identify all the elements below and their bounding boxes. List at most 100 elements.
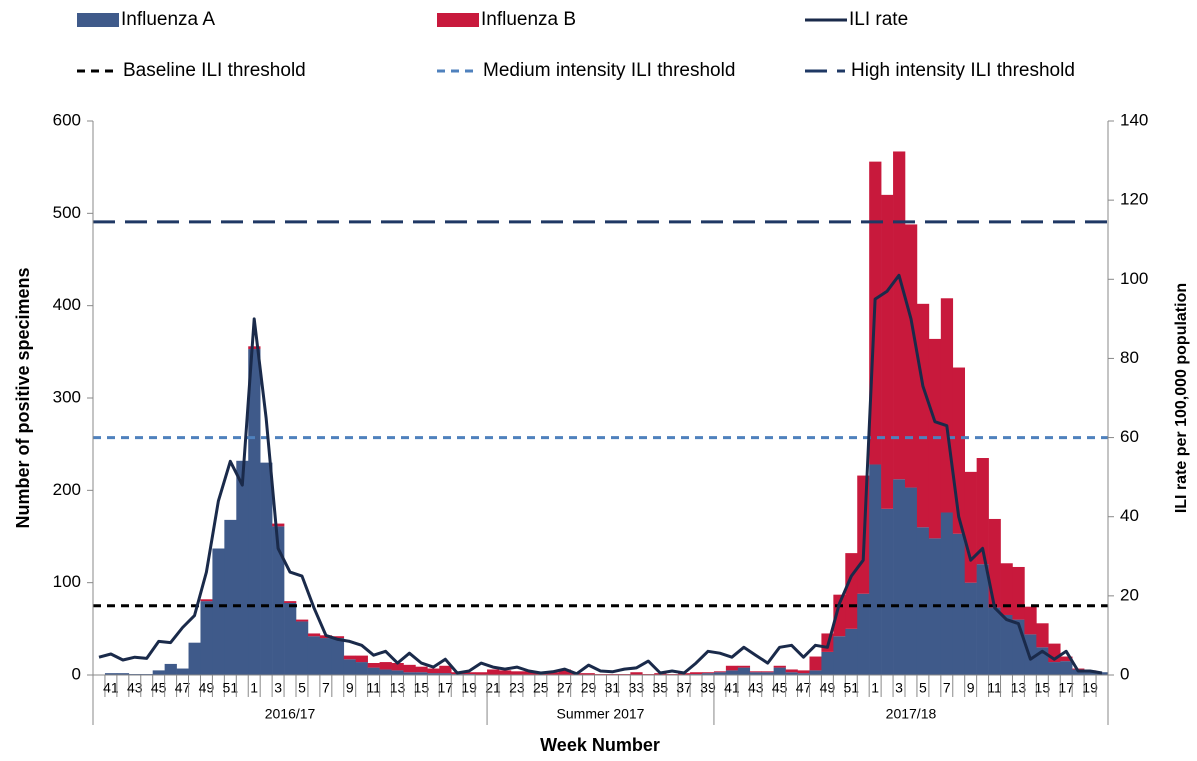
bar [391, 670, 404, 675]
bar [1036, 623, 1049, 648]
x-tick-label: 45 [151, 680, 167, 696]
x-tick-label: 49 [199, 680, 215, 696]
bar [355, 655, 368, 663]
x-tick-label: 37 [676, 680, 692, 696]
bar [439, 665, 452, 674]
x-tick-label: 7 [322, 680, 330, 696]
bar [164, 663, 177, 675]
bar [510, 671, 524, 675]
x-tick-label: 11 [987, 680, 1002, 696]
bar [857, 593, 870, 675]
x-tick-label: 5 [919, 680, 927, 696]
bar [1024, 634, 1037, 675]
x-tick-label: 9 [967, 680, 975, 696]
y-tick-label: 100 [53, 572, 81, 591]
bar [761, 672, 774, 675]
bar [845, 628, 858, 675]
bar [1060, 661, 1073, 675]
bar [905, 487, 918, 675]
y2-tick-label: 80 [1120, 348, 1139, 367]
bar [809, 656, 822, 671]
bar [284, 601, 297, 603]
bar [499, 670, 512, 675]
bar [749, 671, 763, 673]
x-tick-label: 49 [820, 680, 836, 696]
bar [797, 673, 810, 675]
bar [964, 471, 977, 583]
legend-label: High intensity ILI threshold [851, 60, 1075, 81]
bar [1084, 671, 1097, 675]
bar [988, 607, 1001, 675]
x-tick-label: 43 [127, 680, 143, 696]
x-tick-label: 47 [175, 680, 191, 696]
bar [964, 582, 977, 675]
bar [355, 662, 368, 675]
bar [773, 665, 786, 668]
bar [296, 619, 309, 622]
x-tick-label: 15 [1035, 680, 1051, 696]
ili-line [98, 273, 1103, 676]
bar [916, 527, 930, 675]
y2-tick-label: 20 [1120, 585, 1139, 604]
bar [976, 564, 989, 675]
x-tick-label: 15 [414, 680, 430, 696]
bar [463, 672, 476, 675]
y2-tick-label: 60 [1120, 427, 1139, 446]
bar [307, 633, 321, 637]
y2-tick-label: 140 [1120, 110, 1148, 129]
bar [1060, 656, 1073, 662]
x-tick-label: 1 [250, 680, 258, 696]
x-tick-label: 25 [533, 680, 549, 696]
bar [546, 672, 560, 675]
bar [893, 479, 906, 675]
bar [869, 464, 882, 675]
bar [952, 533, 966, 675]
x-tick-label: 17 [1058, 680, 1074, 696]
bar [152, 670, 165, 675]
bar [713, 671, 727, 673]
x-tick-label: 41 [103, 680, 119, 696]
x-tick-label: 3 [274, 680, 282, 696]
group-label: Summer 2017 [557, 706, 645, 722]
bar [475, 672, 488, 675]
bar [367, 667, 380, 675]
bar [415, 672, 428, 675]
legend-label: Baseline ILI threshold [123, 60, 306, 81]
bar [558, 669, 571, 675]
x-tick-label: 23 [509, 680, 525, 696]
x-tick-label: 39 [700, 680, 716, 696]
x-tick-label: 51 [843, 680, 859, 696]
y2-axis-title: ILI rate per 100,000 population [1173, 283, 1190, 513]
x-tick-label: 19 [1082, 680, 1098, 696]
bar [236, 460, 249, 675]
bar [176, 668, 189, 675]
bar [1048, 662, 1061, 675]
x-tick-label: 17 [437, 680, 453, 696]
y-tick-label: 200 [53, 480, 81, 499]
bar [713, 672, 727, 675]
bar [690, 672, 703, 675]
y-tick-label: 400 [53, 295, 81, 314]
bar [367, 662, 380, 668]
y2-tick-label: 120 [1120, 190, 1148, 209]
bar [272, 526, 285, 675]
x-tick-label: 3 [895, 680, 903, 696]
bar [1096, 672, 1109, 675]
bar [833, 636, 846, 675]
bar [725, 665, 739, 671]
bar [224, 519, 237, 675]
bar [248, 349, 261, 675]
x-tick-label: 13 [1011, 680, 1027, 696]
bar [809, 670, 822, 675]
x-tick-label: 13 [390, 680, 406, 696]
x-tick-label: 51 [223, 680, 239, 696]
x-tick-label: 5 [298, 680, 306, 696]
y2-tick-label: 0 [1120, 664, 1129, 683]
x-tick-label: 35 [652, 680, 668, 696]
bar [916, 303, 930, 528]
x-tick-label: 29 [581, 680, 597, 696]
x-tick-label: 45 [772, 680, 788, 696]
bar [319, 638, 333, 675]
y-tick-label: 0 [72, 664, 81, 683]
